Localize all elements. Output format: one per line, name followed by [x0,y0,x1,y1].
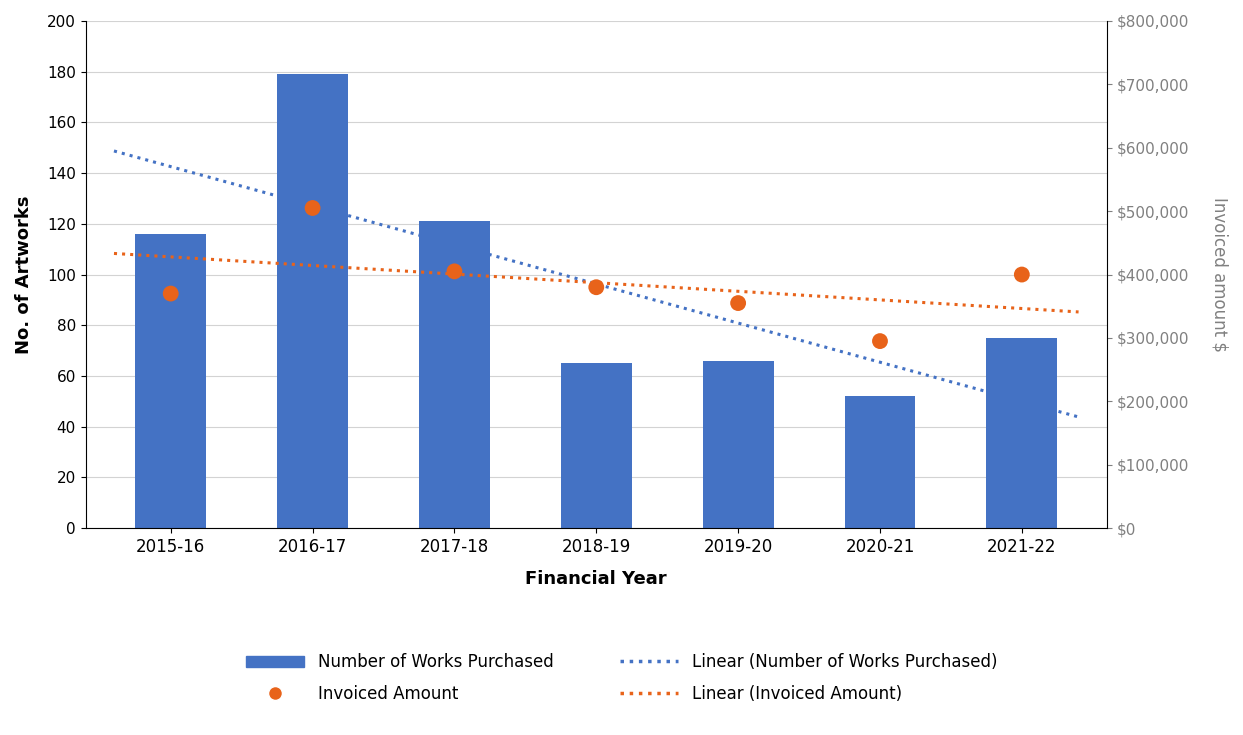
Point [445,265,465,277]
Bar [419,221,490,528]
Bar [987,338,1058,528]
Bar [277,74,348,528]
Bar [561,363,631,528]
Y-axis label: Invoiced amount $: Invoiced amount $ [1209,197,1228,352]
Point [728,297,748,309]
Bar [844,396,915,528]
Bar [702,361,773,528]
Point [587,282,607,293]
Point [1012,269,1032,281]
Legend: Number of Works Purchased, Invoiced Amount, Linear (Number of Works Purchased), : Number of Works Purchased, Invoiced Amou… [229,637,1014,720]
X-axis label: Financial Year: Financial Year [526,570,667,588]
Point [302,202,322,214]
Y-axis label: No. of Artworks: No. of Artworks [15,196,34,354]
Bar [135,234,206,528]
Point [870,335,890,347]
Point [160,287,180,299]
